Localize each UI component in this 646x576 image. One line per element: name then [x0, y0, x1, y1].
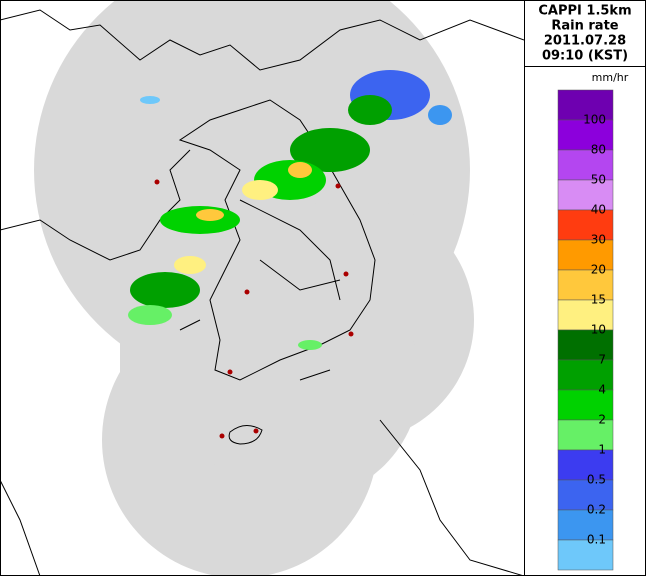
color-bin: [557, 239, 614, 271]
title-line: Rain rate: [551, 19, 618, 34]
color-bin: [557, 89, 614, 121]
legend-label: 1: [598, 443, 606, 457]
legend-label: 80: [591, 143, 606, 157]
legend-label: 30: [591, 233, 606, 247]
title-line: 09:10 (KST): [542, 49, 628, 64]
legend-label: 20: [591, 263, 606, 277]
rain-echoes: [128, 70, 452, 350]
legend-label: 0.2: [587, 503, 606, 517]
color-bin: [557, 179, 614, 211]
color-bin: [557, 119, 614, 151]
color-bin: [557, 539, 614, 571]
legend-label: 40: [591, 203, 606, 217]
legend-label: 4: [598, 383, 606, 397]
legend-label: 100: [583, 113, 606, 127]
color-bin: [557, 479, 614, 511]
title-line: CAPPI 1.5km: [538, 4, 631, 19]
legend-label: 0.1: [587, 533, 606, 547]
legend-unit: mm/hr: [592, 71, 629, 84]
color-bin: [557, 299, 614, 331]
color-bin: [557, 389, 614, 421]
legend-label: 15: [591, 293, 606, 307]
color-bin: [557, 149, 614, 181]
legend-label: 10: [591, 323, 606, 337]
color-bin: [557, 359, 614, 391]
radar-sites: [154, 179, 354, 439]
legend-label: 50: [591, 173, 606, 187]
legend-label: 2: [598, 413, 606, 427]
title-line: 2011.07.28: [544, 34, 626, 49]
legend-label: 0.5: [587, 473, 606, 487]
color-bin: [557, 449, 614, 481]
color-bin: [557, 509, 614, 541]
colorbar: 100 80 50 40 30 20 15 10 7 4 2 1 0.5 0.2 0.1: [557, 89, 614, 571]
legend-label: 7: [598, 353, 606, 367]
color-bin: [557, 329, 614, 361]
color-bin: [557, 419, 614, 451]
radar-map: [0, 0, 524, 576]
color-bin: [557, 209, 614, 241]
